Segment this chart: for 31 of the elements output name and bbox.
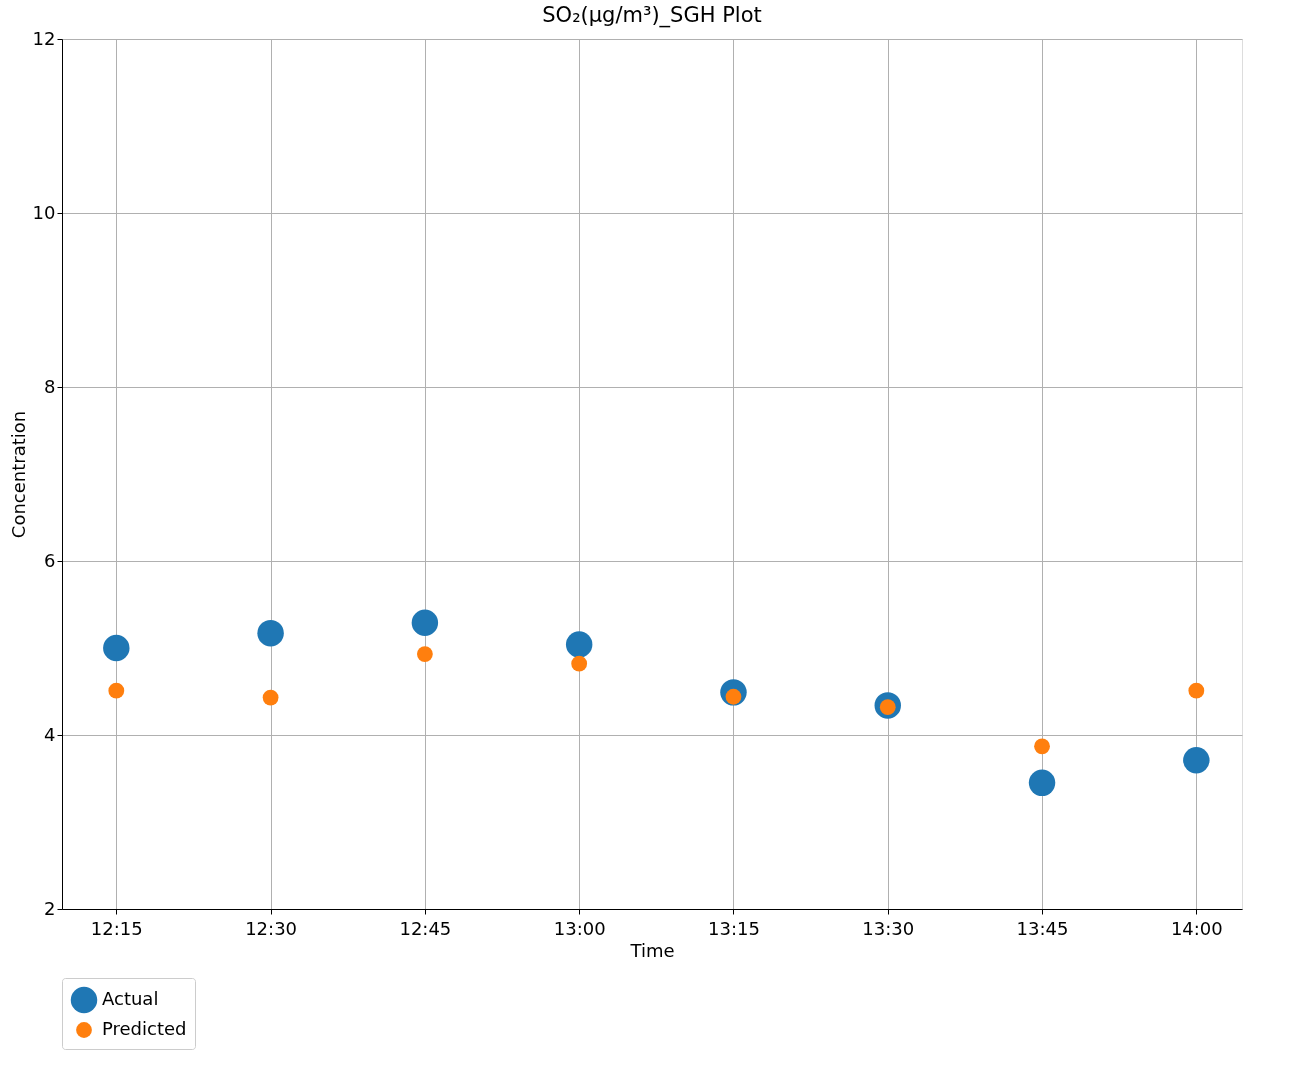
x-tick-label: 13:30 (862, 917, 915, 939)
y-tick-label: 10 (32, 201, 56, 223)
y-tick-label: 6 (44, 549, 56, 571)
point (1028, 769, 1056, 797)
y-axis-title: Concentration (7, 410, 29, 539)
y-tick-label: 12 (32, 27, 56, 49)
legend-label: Actual (102, 988, 159, 1009)
x-tick-label: 13:15 (708, 917, 760, 939)
y-tick-label: 8 (44, 375, 56, 397)
point (1183, 747, 1210, 774)
y-tick-label: 2 (44, 897, 56, 919)
x-tick-label: 14:00 (1170, 917, 1223, 939)
point (103, 634, 130, 662)
x-tick-label: 12:30 (245, 917, 298, 939)
chart-title: SO₂(µg/m³)_SGH Plot (542, 3, 762, 28)
point (571, 655, 588, 672)
point (108, 682, 125, 699)
legend-label: Predicted (102, 1018, 187, 1039)
point (257, 620, 284, 647)
x-tick-label: 13:45 (1016, 917, 1069, 939)
point (565, 631, 593, 658)
x-tick-label: 12:45 (399, 917, 452, 939)
y-tick-label: 4 (44, 723, 56, 745)
x-tick-label: 13:00 (553, 917, 606, 939)
point (1034, 738, 1050, 755)
x-axis-title: Time (629, 939, 675, 961)
point (411, 609, 439, 636)
point (1188, 682, 1205, 699)
point (416, 646, 433, 662)
point (262, 689, 279, 706)
x-tick-label: 12:15 (90, 917, 143, 939)
